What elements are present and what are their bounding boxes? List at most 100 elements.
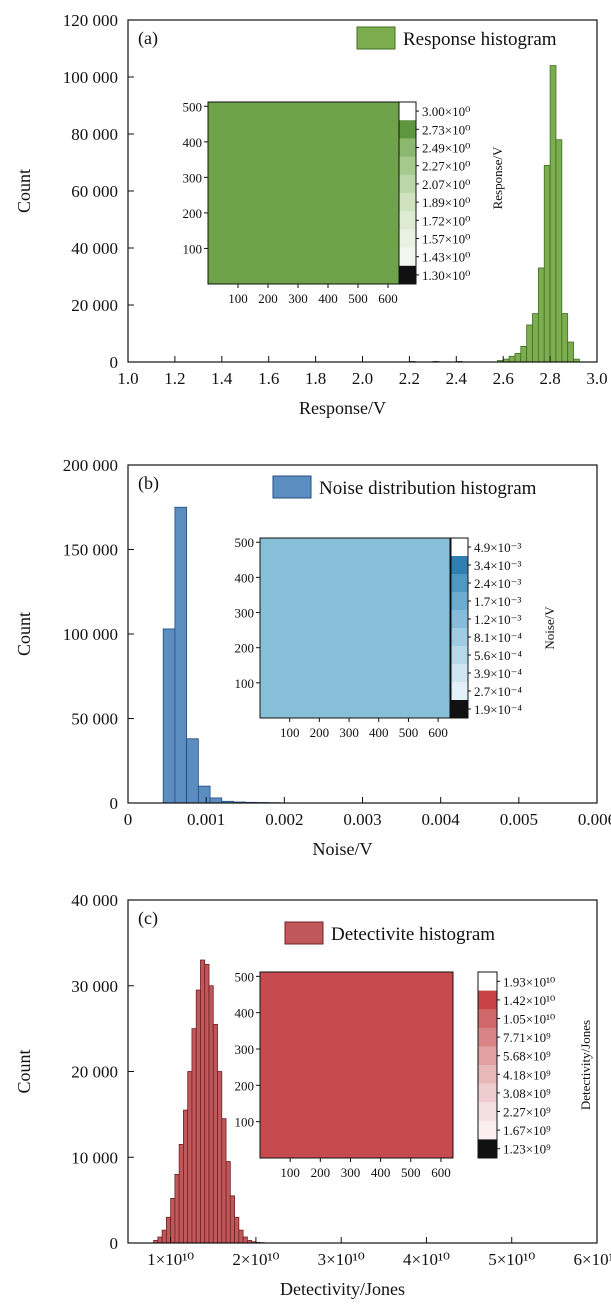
y-tick-label: 100 000 xyxy=(63,625,118,644)
x-axis-title: Response/V xyxy=(299,398,386,418)
legend-label: Response histogram xyxy=(403,29,557,50)
x-tick-label: 2.0 xyxy=(352,369,373,388)
inset-y-tick-label: 100 xyxy=(235,1115,255,1130)
colorbar-label: 1.43×10⁰ xyxy=(422,250,470,265)
histogram-bar xyxy=(242,1236,248,1244)
colorbar-label: 2.7×10⁻⁴ xyxy=(474,684,522,699)
histogram-bar xyxy=(161,1229,167,1244)
histogram-bar xyxy=(195,989,201,1244)
y-tick-label: 50 000 xyxy=(71,710,118,729)
inset-map xyxy=(207,101,401,285)
y-tick-label: 60 000 xyxy=(71,182,118,201)
histogram-bar xyxy=(197,785,211,804)
panel-label: (a) xyxy=(138,28,158,49)
colorbar-label: 3.4×10⁻³ xyxy=(474,558,521,573)
x-tick-label: 1.4 xyxy=(211,369,233,388)
x-tick-label: 1.8 xyxy=(305,369,326,388)
inset-x-tick-label: 600 xyxy=(431,1165,451,1180)
inset-x-tick-label: 200 xyxy=(258,291,278,306)
y-tick-label: 150 000 xyxy=(63,541,118,560)
histogram-bar xyxy=(514,353,522,363)
colorbar-segment xyxy=(399,156,416,176)
histogram-bar xyxy=(537,267,545,363)
colorbar-segment xyxy=(451,664,468,683)
x-tick-label: 2.6 xyxy=(493,369,514,388)
colorbar-label: 1.57×10⁰ xyxy=(422,232,470,247)
colorbar-title: Detectivity/Jones xyxy=(578,1020,593,1110)
x-tick-label: 0.003 xyxy=(343,810,381,829)
chart-panel-3: 1×10¹⁰ 2×10¹⁰ 3×10¹⁰ 4×10¹⁰ 5×10¹⁰ 6×10¹⁰ 0 10 … xyxy=(14,891,611,1299)
inset-y-tick-label: 500 xyxy=(235,535,255,550)
histogram-bar xyxy=(178,1143,184,1244)
histogram-bar xyxy=(238,1229,244,1244)
inset-x-tick-label: 100 xyxy=(280,725,300,740)
y-tick-label: 30 000 xyxy=(71,977,118,996)
colorbar-label: 3.9×10⁻⁴ xyxy=(474,666,522,681)
y-tick-label: 100 000 xyxy=(63,68,118,87)
colorbar-label: 1.05×10¹⁰ xyxy=(503,1012,555,1027)
x-tick-label: 3.0 xyxy=(586,369,607,388)
legend-swatch xyxy=(272,475,312,499)
x-axis-title: Noise/V xyxy=(313,839,373,859)
colorbar-label: 2.27×10⁰ xyxy=(422,159,470,174)
colorbar-segment xyxy=(451,610,468,629)
inset-y-tick-label: 300 xyxy=(235,606,255,621)
colorbar-segment xyxy=(478,1120,497,1140)
x-tick-label: 0.006 xyxy=(578,810,611,829)
x-tick-label: 2.8 xyxy=(539,369,560,388)
y-axis-title: Count xyxy=(14,612,34,656)
histogram-bar xyxy=(191,1028,197,1244)
histogram-bar xyxy=(174,1174,180,1244)
inset-x-tick-label: 500 xyxy=(401,1165,421,1180)
colorbar-segment xyxy=(399,247,416,267)
colorbar-label: 1.23×10⁹ xyxy=(503,1142,551,1157)
colorbar-segment xyxy=(399,265,416,285)
inset-y-tick-label: 100 xyxy=(235,676,255,691)
histogram-bar xyxy=(217,1071,223,1244)
histogram-bar xyxy=(209,797,223,804)
colorbar-label: 2.49×10⁰ xyxy=(422,141,470,156)
x-tick-label: 2×10¹⁰ xyxy=(232,1250,279,1269)
inset-x-tick-label: 200 xyxy=(311,1165,331,1180)
colorbar-segment xyxy=(478,1065,497,1084)
histogram-bar xyxy=(555,139,563,363)
colorbar-segment xyxy=(451,592,468,611)
inset-x-tick-label: 400 xyxy=(371,1165,391,1180)
histogram-bar xyxy=(229,1195,235,1244)
colorbar-frame xyxy=(398,101,417,285)
x-tick-label: 0.001 xyxy=(187,810,225,829)
colorbar-label: 7.71×10⁹ xyxy=(503,1030,551,1045)
colorbar-frame xyxy=(477,971,498,1159)
histogram-bar xyxy=(186,738,199,804)
x-tick-label: 0 xyxy=(124,810,133,829)
y-tick-label: 200 000 xyxy=(63,456,118,475)
inset-y-tick-label: 400 xyxy=(183,135,203,150)
inset-y-tick-label: 500 xyxy=(183,99,203,114)
y-tick-label: 0 xyxy=(110,1234,119,1253)
colorbar-segment xyxy=(399,120,416,139)
y-tick-label: 80 000 xyxy=(71,125,118,144)
colorbar-title: Noise/V xyxy=(542,606,557,650)
x-tick-label: 1.6 xyxy=(258,369,279,388)
colorbar-segment xyxy=(478,1102,497,1122)
colorbar-segment xyxy=(399,193,416,212)
y-tick-label: 0 xyxy=(110,353,119,372)
colorbar-segment xyxy=(478,972,497,991)
histogram-bar xyxy=(567,341,574,363)
legend-swatch xyxy=(356,26,396,50)
chart-panel-1: 1.0 1.2 1.4 1.6 1.8 2.0 2.2 2.4 2.6 2.8 3.0 0 20 000… xyxy=(14,11,608,418)
colorbar-segment xyxy=(478,1027,497,1047)
x-tick-label: 0.002 xyxy=(265,810,303,829)
inset-x-tick-label: 200 xyxy=(310,725,330,740)
inset-y-tick-label: 200 xyxy=(235,1078,255,1093)
colorbar-segment xyxy=(478,1139,497,1159)
colorbar-segment xyxy=(451,628,468,647)
histogram-bar xyxy=(162,628,176,804)
legend-label: Noise distribution histogram xyxy=(319,478,537,499)
y-axis-title: Count xyxy=(14,169,34,213)
x-tick-label: 1×10¹⁰ xyxy=(147,1250,194,1269)
colorbar-label: 2.27×10⁹ xyxy=(503,1105,551,1120)
colorbar-label: 1.30×10⁰ xyxy=(422,268,470,283)
histogram-bar xyxy=(221,1118,227,1244)
